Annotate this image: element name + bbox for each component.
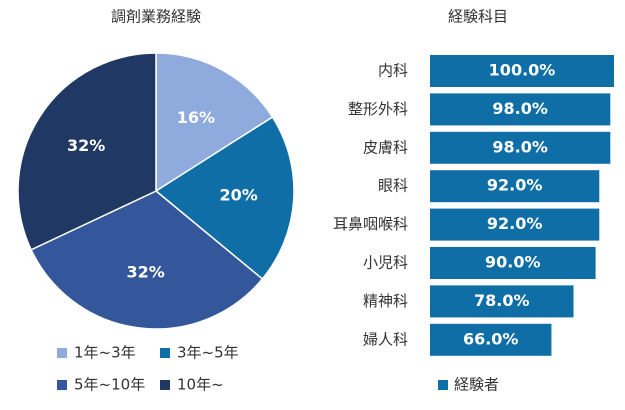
- category-label: 眼科: [378, 177, 408, 195]
- pie-slice: [154, 116, 295, 281]
- legend-label: 経験者: [454, 376, 499, 394]
- bar: [430, 208, 600, 241]
- chart-title: 調剤業務経験: [111, 8, 201, 26]
- bar: [430, 131, 611, 164]
- chart-title: 経験科目: [448, 8, 508, 26]
- category-label: 精神科: [363, 292, 408, 310]
- pie-slice: [30, 190, 264, 330]
- legend-swatch: [57, 380, 67, 390]
- legend-label: 10年~: [177, 376, 224, 394]
- legend-swatch: [160, 348, 170, 358]
- bar-label: 92.0%: [487, 214, 543, 233]
- category-label: 小児科: [363, 254, 408, 272]
- bar-label: 90.0%: [485, 253, 541, 272]
- legend-swatch: [438, 380, 448, 390]
- bar: [430, 93, 611, 126]
- slice-label: 20%: [219, 186, 257, 205]
- legend-label: 5年~10年: [74, 376, 145, 394]
- bar: [430, 55, 614, 87]
- bar: [430, 323, 552, 356]
- bar-label: 66.0%: [463, 329, 519, 348]
- bar: [430, 247, 596, 279]
- category-label: 婦人科: [363, 330, 408, 348]
- bar: [430, 285, 574, 318]
- bar-label: 78.0%: [474, 291, 530, 310]
- category-label: 内科: [378, 62, 408, 80]
- legend-swatch: [160, 380, 170, 390]
- category-label: 整形外科: [348, 100, 408, 118]
- bar-label: 98.0%: [492, 99, 548, 118]
- bar-label: 92.0%: [487, 176, 543, 195]
- legend-swatch: [57, 348, 67, 358]
- category-label: 皮膚科: [363, 138, 408, 156]
- bar-label: 100.0%: [489, 61, 556, 80]
- legend-label: 1年~3年: [74, 344, 136, 362]
- pie-slice: [17, 52, 157, 251]
- bar-label: 98.0%: [492, 137, 548, 156]
- legend-label: 3年~5年: [177, 344, 239, 362]
- slice-label: 32%: [67, 136, 105, 155]
- slice-label: 16%: [177, 108, 215, 127]
- pie-slice: [155, 52, 274, 193]
- bar: [430, 170, 600, 203]
- category-label: 耳鼻咽喉科: [333, 215, 408, 233]
- slice-label: 32%: [126, 263, 164, 282]
